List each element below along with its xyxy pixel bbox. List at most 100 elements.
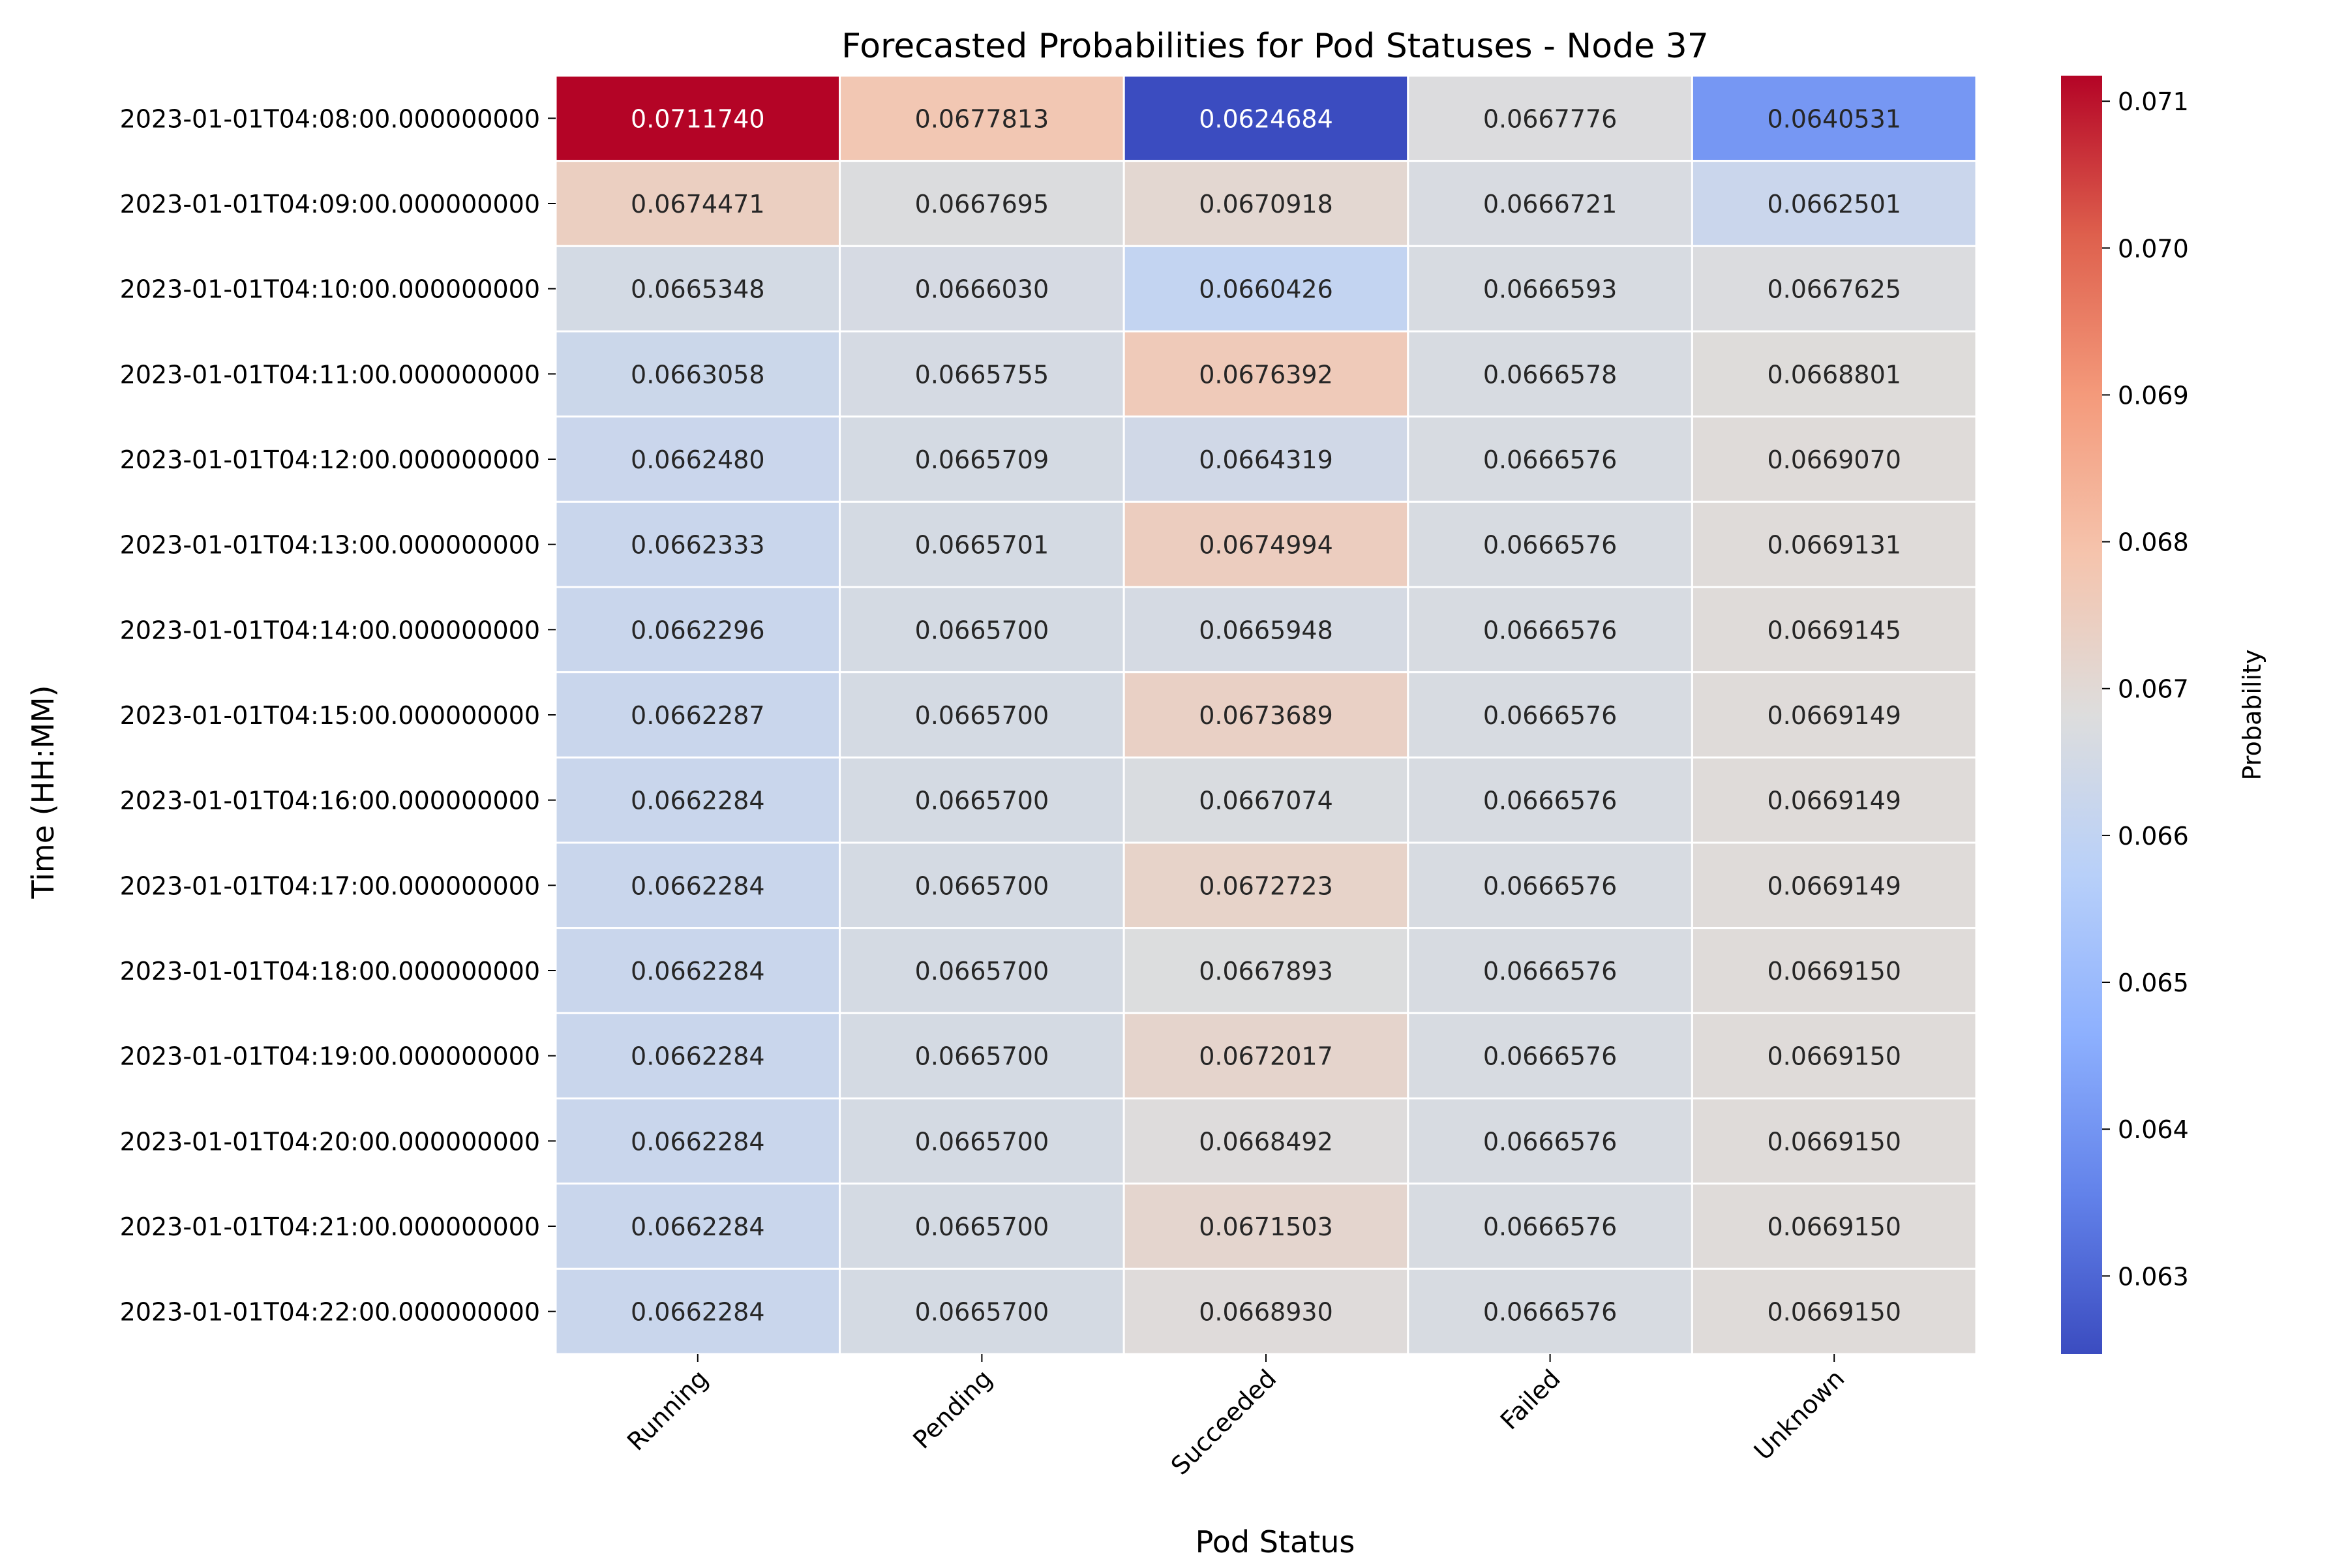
heatmap-cell [1122, 500, 1409, 588]
cell-value-label: 0.0671503 [1199, 1213, 1333, 1241]
cell-value-label: 0.0666576 [1483, 787, 1618, 815]
colorbar-tick-label: 0.070 [2118, 234, 2189, 263]
chart-title: Forecasted Probabilities for Pod Statuse… [841, 27, 1709, 66]
heatmap-cell [1122, 927, 1409, 1014]
heatmap-cell [554, 927, 841, 1014]
cell-value-label: 0.0667893 [1199, 957, 1333, 986]
colorbar-tick-label: 0.063 [2118, 1262, 2189, 1291]
cell-value-label: 0.0666576 [1483, 1127, 1618, 1156]
y-tick-label: 2023-01-01T04:10:00.000000000 [120, 275, 540, 304]
cell-value-label: 0.0663058 [631, 360, 765, 389]
cell-value-label: 0.0668801 [1767, 360, 1901, 389]
cell-value-label: 0.0669149 [1767, 701, 1901, 730]
heatmap-cell [1122, 160, 1409, 247]
cell-value-label: 0.0669070 [1767, 445, 1901, 474]
heatmap-cell [1407, 927, 1693, 1014]
cell-value-label: 0.0664319 [1199, 445, 1333, 474]
heatmap-cell [839, 415, 1125, 503]
heatmap-cell [554, 1012, 841, 1100]
heatmap-cell [554, 586, 841, 674]
cell-value-label: 0.0666576 [1483, 616, 1618, 644]
heatmap-cell [554, 1183, 841, 1270]
x-tick-label: Pending [907, 1364, 998, 1455]
x-tick-label: Running [622, 1364, 714, 1456]
heatmap-cell [1691, 330, 1978, 418]
colorbar-tick-label: 0.065 [2118, 969, 2189, 997]
cell-value-label: 0.0665755 [915, 360, 1049, 389]
y-tick-label: 2023-01-01T04:15:00.000000000 [120, 701, 540, 730]
cell-value-label: 0.0666576 [1483, 531, 1618, 560]
x-tick-label: Failed [1495, 1364, 1566, 1435]
cell-value-label: 0.0665948 [1199, 616, 1333, 644]
y-tick-label: 2023-01-01T04:11:00.000000000 [120, 360, 540, 389]
cell-value-label: 0.0665348 [631, 275, 765, 304]
y-tick-label: 2023-01-01T04:13:00.000000000 [120, 531, 540, 560]
cell-value-label: 0.0674471 [631, 190, 765, 219]
heatmap-cell [1691, 500, 1978, 588]
cell-value-label: 0.0662284 [631, 1298, 765, 1327]
cell-value-label: 0.0666576 [1483, 701, 1618, 730]
cell-value-label: 0.0662296 [631, 616, 765, 644]
cell-value-label: 0.0662287 [631, 701, 765, 730]
cell-value-label: 0.0665709 [915, 445, 1049, 474]
cell-value-label: 0.0668492 [1199, 1127, 1333, 1156]
cell-value-label: 0.0665700 [915, 1213, 1049, 1241]
cell-value-label: 0.0669150 [1767, 1213, 1901, 1241]
heatmap-cell [554, 671, 841, 759]
cell-value-label: 0.0662284 [631, 871, 765, 900]
colorbar-tick-label: 0.069 [2118, 381, 2189, 410]
colorbar-tick-label: 0.067 [2118, 675, 2189, 704]
cell-value-label: 0.0667695 [915, 190, 1049, 219]
cell-value-label: 0.0670918 [1199, 190, 1333, 219]
cell-value-label: 0.0669149 [1767, 787, 1901, 815]
cell-value-label: 0.0662480 [631, 445, 765, 474]
cell-value-label: 0.0669149 [1767, 871, 1901, 900]
heatmap-cell [1691, 245, 1978, 333]
cell-value-label: 0.0676392 [1199, 360, 1333, 389]
cell-value-label: 0.0662284 [631, 957, 765, 986]
cell-value-label: 0.0666576 [1483, 1213, 1618, 1241]
cell-value-label: 0.0665700 [915, 1127, 1049, 1156]
x-tick-label: Succeeded [1166, 1364, 1282, 1480]
cell-value-label: 0.0672723 [1199, 871, 1333, 900]
cell-value-label: 0.0668930 [1199, 1298, 1333, 1327]
cell-value-label: 0.0666576 [1483, 1298, 1618, 1327]
cell-value-label: 0.0624684 [1199, 104, 1333, 133]
heatmap-cell [554, 1097, 841, 1185]
heatmap-cell [1407, 671, 1693, 759]
cell-value-label: 0.0672017 [1199, 1042, 1333, 1071]
cell-value-label: 0.0662284 [631, 1042, 765, 1071]
cell-value-label: 0.0665700 [915, 616, 1049, 644]
heatmap-cell [839, 1267, 1125, 1355]
cell-value-label: 0.0669145 [1767, 616, 1901, 644]
cell-value-label: 0.0665700 [915, 871, 1049, 900]
heatmap-cell [1691, 1267, 1978, 1355]
cell-value-label: 0.0662284 [631, 1213, 765, 1241]
cell-value-label: 0.0673689 [1199, 701, 1333, 730]
cell-value-label: 0.0674994 [1199, 531, 1333, 560]
cell-value-label: 0.0665700 [915, 1042, 1049, 1071]
heatmap-cell [1407, 1012, 1693, 1100]
heatmap-cell [839, 671, 1125, 759]
heatmap-cell [839, 756, 1125, 844]
cell-value-label: 0.0669150 [1767, 1127, 1901, 1156]
y-tick-label: 2023-01-01T04:20:00.000000000 [120, 1127, 540, 1156]
cell-value-label: 0.0665700 [915, 701, 1049, 730]
heatmap-cell [1122, 671, 1409, 759]
cell-value-label: 0.0665700 [915, 787, 1049, 815]
heatmap-cell [1407, 74, 1693, 162]
heatmap-cell [1122, 841, 1409, 929]
heatmap-cell [1691, 671, 1978, 759]
cell-value-label: 0.0662501 [1767, 190, 1901, 219]
heatmap-cell [839, 500, 1125, 588]
colorbar-tick-label: 0.064 [2118, 1115, 2189, 1144]
heatmap-cell [1407, 245, 1693, 333]
heatmap-cell [839, 330, 1125, 418]
heatmap-cell [1691, 1183, 1978, 1270]
cell-value-label: 0.0665700 [915, 1298, 1049, 1327]
cell-value-label: 0.0669150 [1767, 1298, 1901, 1327]
heatmap-cell [1122, 1183, 1409, 1270]
heatmap-cell [1122, 415, 1409, 503]
cell-value-label: 0.0666576 [1483, 871, 1618, 900]
